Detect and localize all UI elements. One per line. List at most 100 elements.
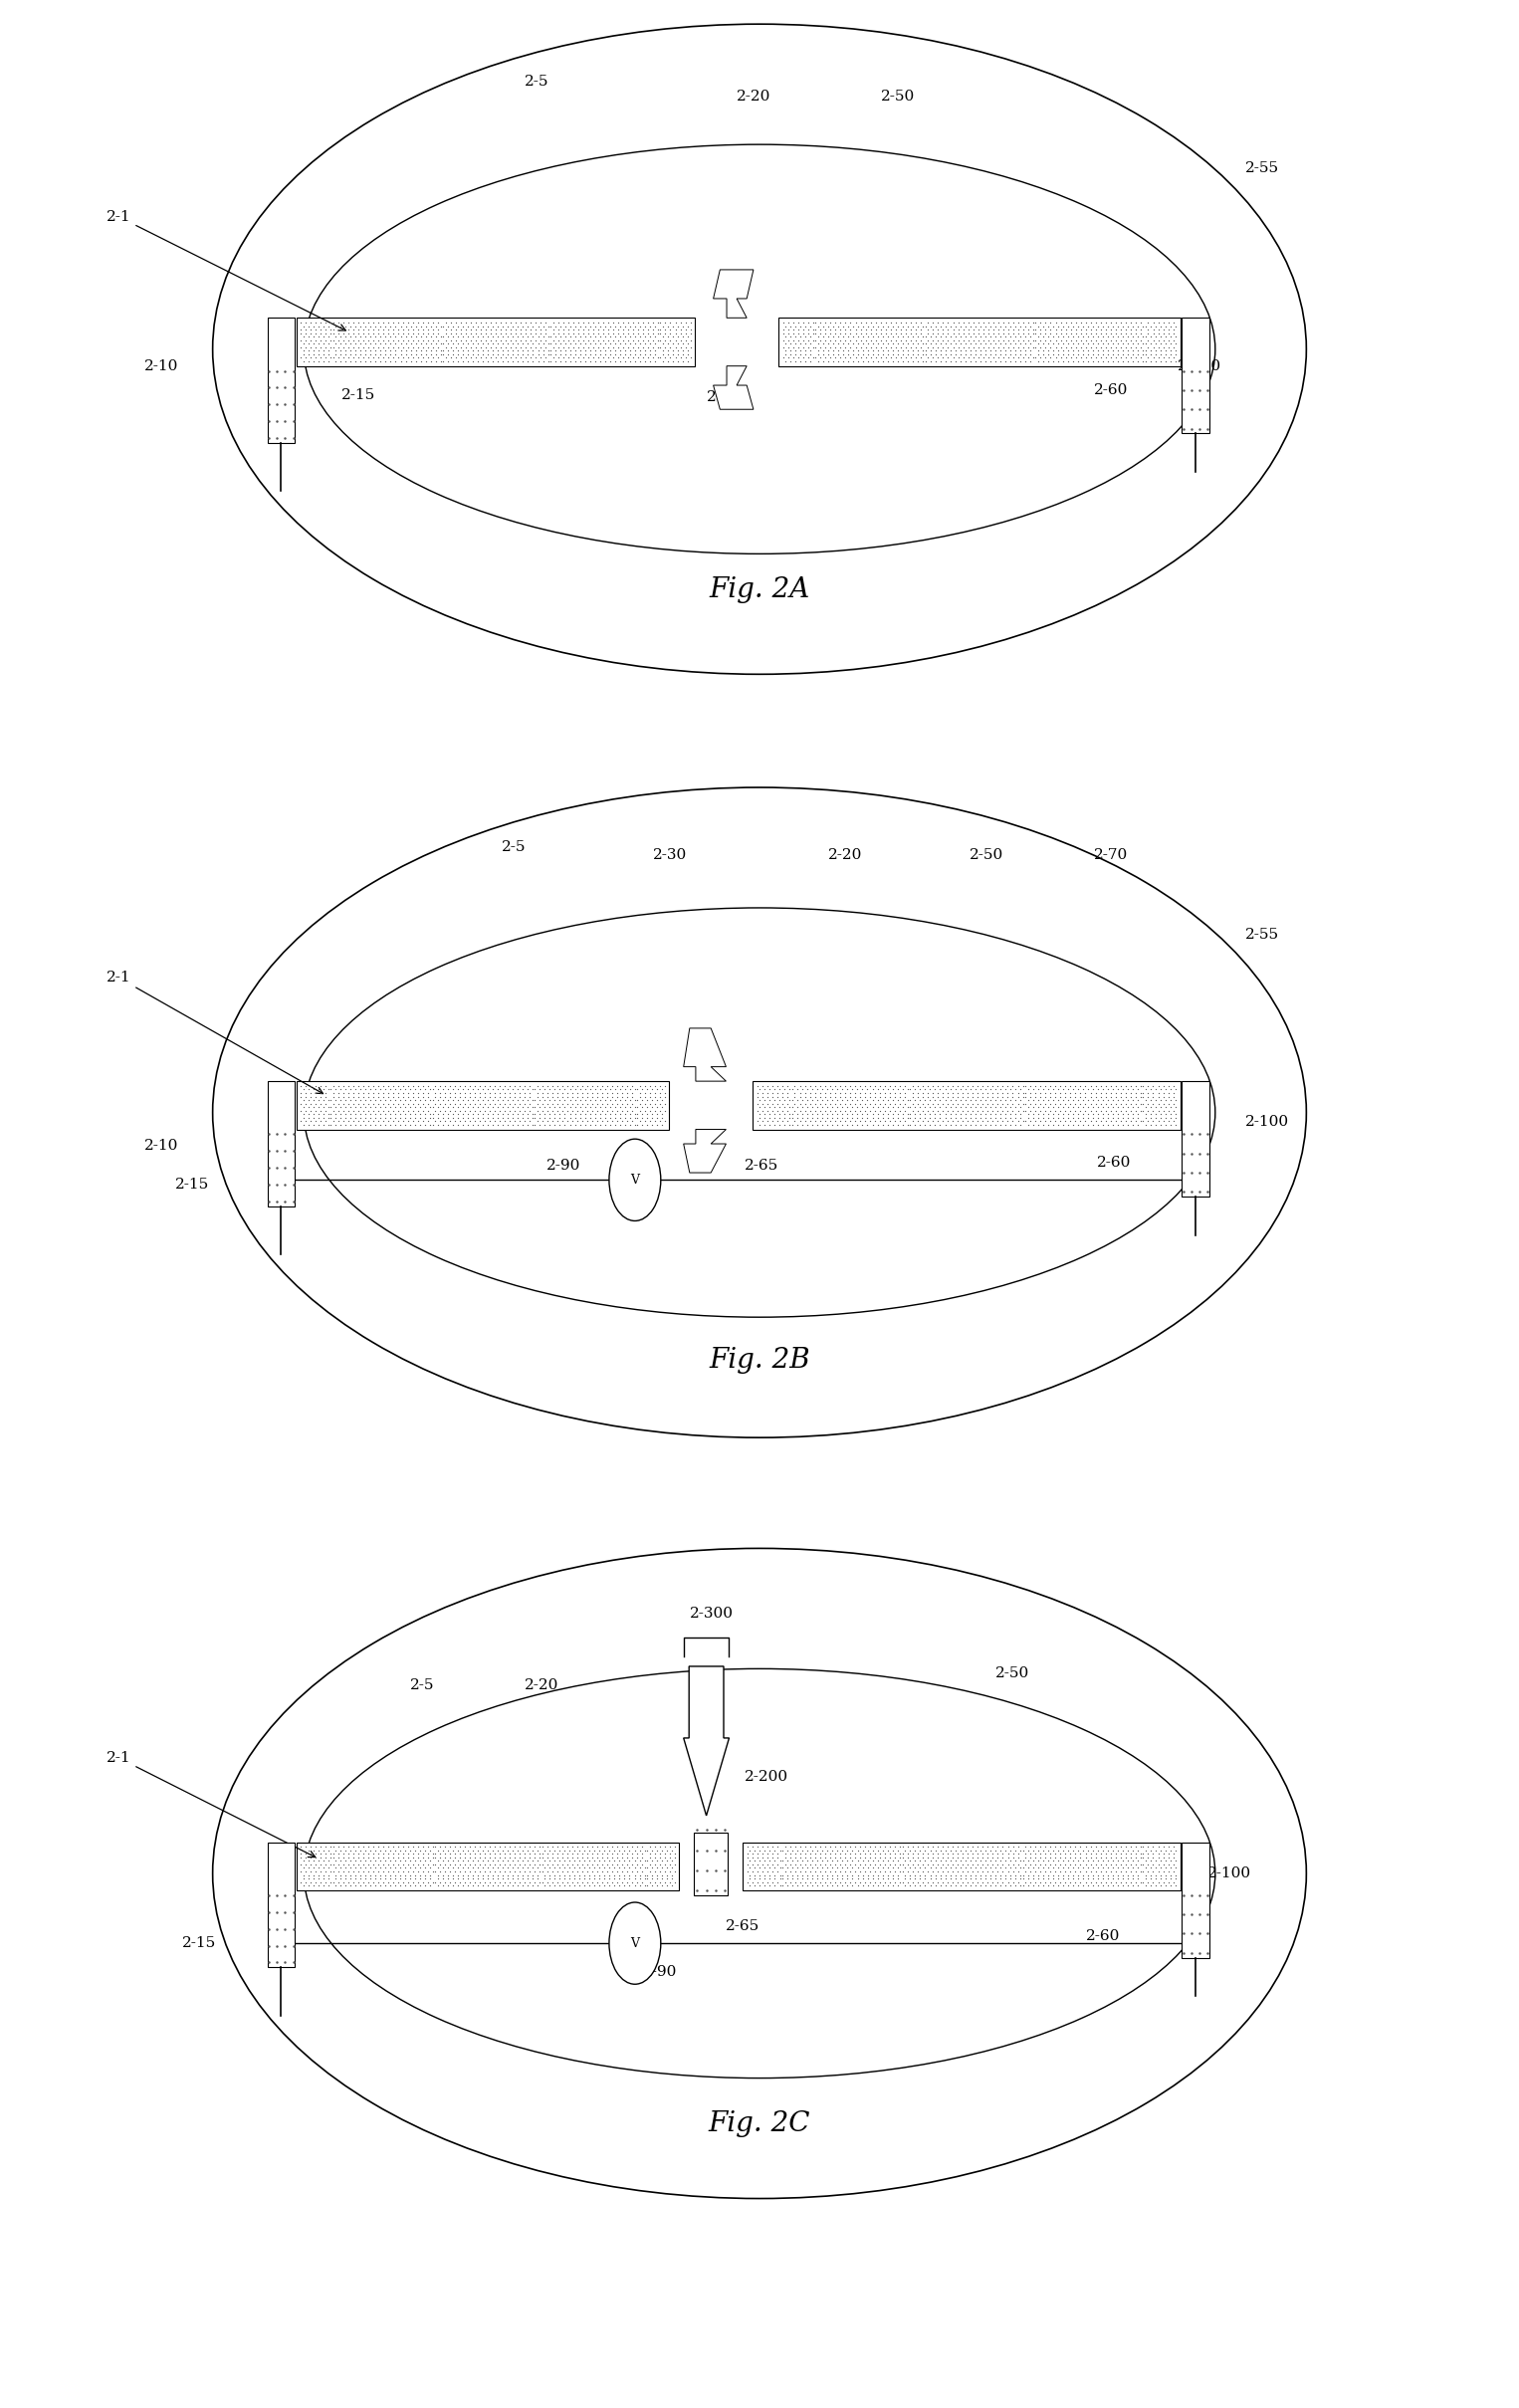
Point bbox=[758, 1842, 782, 1881]
Point bbox=[510, 1842, 535, 1881]
Point bbox=[368, 1081, 392, 1120]
Point bbox=[431, 332, 456, 371]
Point bbox=[664, 327, 688, 366]
Point bbox=[1031, 1857, 1056, 1895]
Point bbox=[703, 1830, 728, 1869]
Point bbox=[492, 1835, 516, 1873]
Point bbox=[468, 1067, 492, 1105]
Point bbox=[954, 318, 978, 356]
Point bbox=[559, 332, 583, 371]
Point bbox=[535, 1103, 559, 1141]
Point bbox=[1071, 1096, 1095, 1134]
Point bbox=[781, 327, 805, 366]
Point bbox=[881, 306, 905, 344]
Point bbox=[1060, 1830, 1085, 1869]
Point bbox=[858, 313, 883, 352]
Point bbox=[1116, 1096, 1141, 1134]
Point bbox=[1132, 1091, 1156, 1129]
Point bbox=[755, 1835, 779, 1873]
Point bbox=[746, 1067, 770, 1105]
Point bbox=[293, 313, 317, 352]
Point bbox=[943, 318, 968, 356]
Point bbox=[389, 318, 413, 356]
Point bbox=[855, 1096, 880, 1134]
Point bbox=[369, 318, 393, 356]
Point bbox=[316, 1830, 340, 1869]
Point bbox=[1094, 1837, 1118, 1876]
Point bbox=[1056, 1096, 1080, 1134]
Point bbox=[797, 1864, 822, 1902]
Point bbox=[369, 342, 393, 380]
Point bbox=[328, 1081, 352, 1120]
Point bbox=[468, 340, 492, 378]
Point bbox=[459, 1837, 483, 1876]
Point bbox=[1082, 1842, 1106, 1881]
Point bbox=[782, 1091, 807, 1129]
Point bbox=[538, 306, 562, 344]
Point bbox=[931, 327, 955, 366]
Point bbox=[760, 1852, 784, 1890]
Point bbox=[1044, 1103, 1068, 1141]
Text: 2-10: 2-10 bbox=[144, 1139, 179, 1153]
Point bbox=[296, 1857, 321, 1895]
Point bbox=[570, 1845, 594, 1883]
Point bbox=[893, 1074, 917, 1112]
Point bbox=[1078, 320, 1103, 359]
Point bbox=[577, 1857, 602, 1895]
Point bbox=[321, 303, 345, 342]
Point bbox=[1089, 320, 1113, 359]
Point bbox=[1059, 1845, 1083, 1883]
Point bbox=[924, 342, 948, 380]
Point bbox=[585, 1864, 609, 1902]
Point bbox=[545, 1076, 570, 1115]
Point bbox=[851, 1857, 875, 1895]
Point bbox=[1136, 1864, 1161, 1902]
Point bbox=[848, 1837, 872, 1876]
Point bbox=[583, 1866, 608, 1905]
Point bbox=[409, 1857, 433, 1895]
Point bbox=[758, 1098, 782, 1137]
Point bbox=[1103, 311, 1127, 349]
Point bbox=[626, 313, 650, 352]
Point bbox=[623, 1096, 647, 1134]
Point bbox=[1016, 1859, 1041, 1898]
Point bbox=[316, 335, 340, 373]
Point bbox=[898, 340, 922, 378]
Point bbox=[983, 1069, 1007, 1108]
Point bbox=[431, 318, 456, 356]
Point bbox=[659, 1849, 684, 1888]
Point bbox=[623, 1849, 647, 1888]
Point bbox=[501, 318, 526, 356]
Point bbox=[615, 1845, 639, 1883]
Point bbox=[1091, 1849, 1115, 1888]
Point bbox=[588, 332, 612, 371]
Point bbox=[828, 1845, 852, 1883]
Point bbox=[1036, 306, 1060, 344]
Point bbox=[618, 1096, 643, 1134]
Point bbox=[308, 1835, 333, 1873]
Point bbox=[362, 1076, 386, 1115]
Point bbox=[1110, 1830, 1135, 1869]
Point bbox=[755, 1852, 779, 1890]
Point bbox=[921, 1845, 945, 1883]
Point bbox=[1003, 1830, 1027, 1869]
Point bbox=[1016, 1081, 1041, 1120]
Point bbox=[491, 1859, 515, 1898]
Point bbox=[324, 1069, 348, 1108]
Point bbox=[763, 1857, 787, 1895]
Point bbox=[782, 1067, 807, 1105]
Point bbox=[763, 1069, 787, 1108]
Point bbox=[327, 303, 351, 342]
Point bbox=[623, 306, 647, 344]
Point bbox=[1051, 1866, 1075, 1905]
Point bbox=[281, 1943, 305, 1982]
Point bbox=[1106, 1842, 1130, 1881]
Point bbox=[1071, 342, 1095, 380]
Point bbox=[948, 1842, 972, 1881]
Point bbox=[1161, 1835, 1185, 1873]
Point bbox=[544, 335, 568, 373]
Point bbox=[1051, 1859, 1075, 1898]
Point bbox=[424, 1828, 448, 1866]
Point bbox=[612, 1842, 636, 1881]
Point bbox=[313, 1074, 337, 1112]
